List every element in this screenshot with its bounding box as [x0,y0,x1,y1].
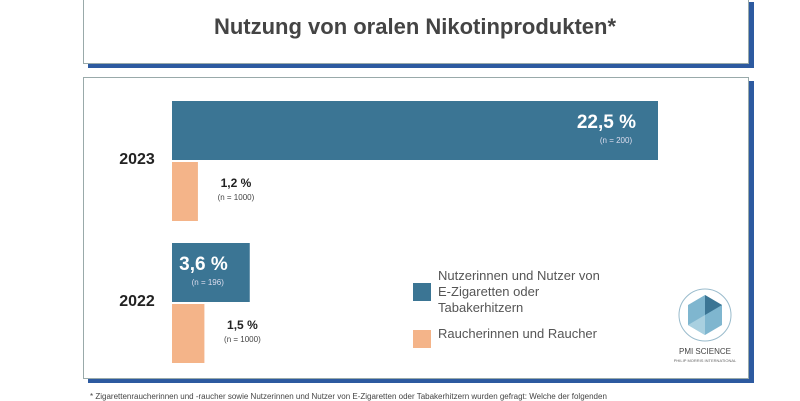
legend-label: Nutzerinnen und Nutzer von E-Zigaretten … [438,268,600,315]
bar [172,304,205,363]
bar-sample-size: (n = 196) [192,278,225,287]
title-box [83,0,749,64]
legend-swatch [413,283,431,301]
bar-label: 1,5 % [227,318,258,332]
y-tick-label: 2022 [119,293,155,310]
chart-title: Nutzung von oralen Nikotinprodukten* [214,14,617,39]
bar-sample-size: (n = 200) [600,136,633,145]
logo-name: PMI SCIENCE [679,347,731,356]
bar-sample-size: (n = 1000) [224,335,261,344]
y-tick-label: 2023 [119,151,155,168]
bar [172,162,198,221]
logo-mark [678,288,732,342]
legend-label: Raucherinnen und Raucher [438,326,597,341]
logo-sub: PHILIP MORRIS INTERNATIONAL [674,358,737,363]
footnote: * Zigarettenraucherinnen und -raucher so… [90,392,607,401]
bar-label: 1,2 % [221,176,252,190]
bar [172,243,250,302]
bar-label: 22,5 % [577,112,636,133]
bar-label: 3,6 % [179,254,228,275]
bar-sample-size: (n = 1000) [218,193,255,202]
legend-swatch [413,330,431,348]
bar [172,101,658,160]
